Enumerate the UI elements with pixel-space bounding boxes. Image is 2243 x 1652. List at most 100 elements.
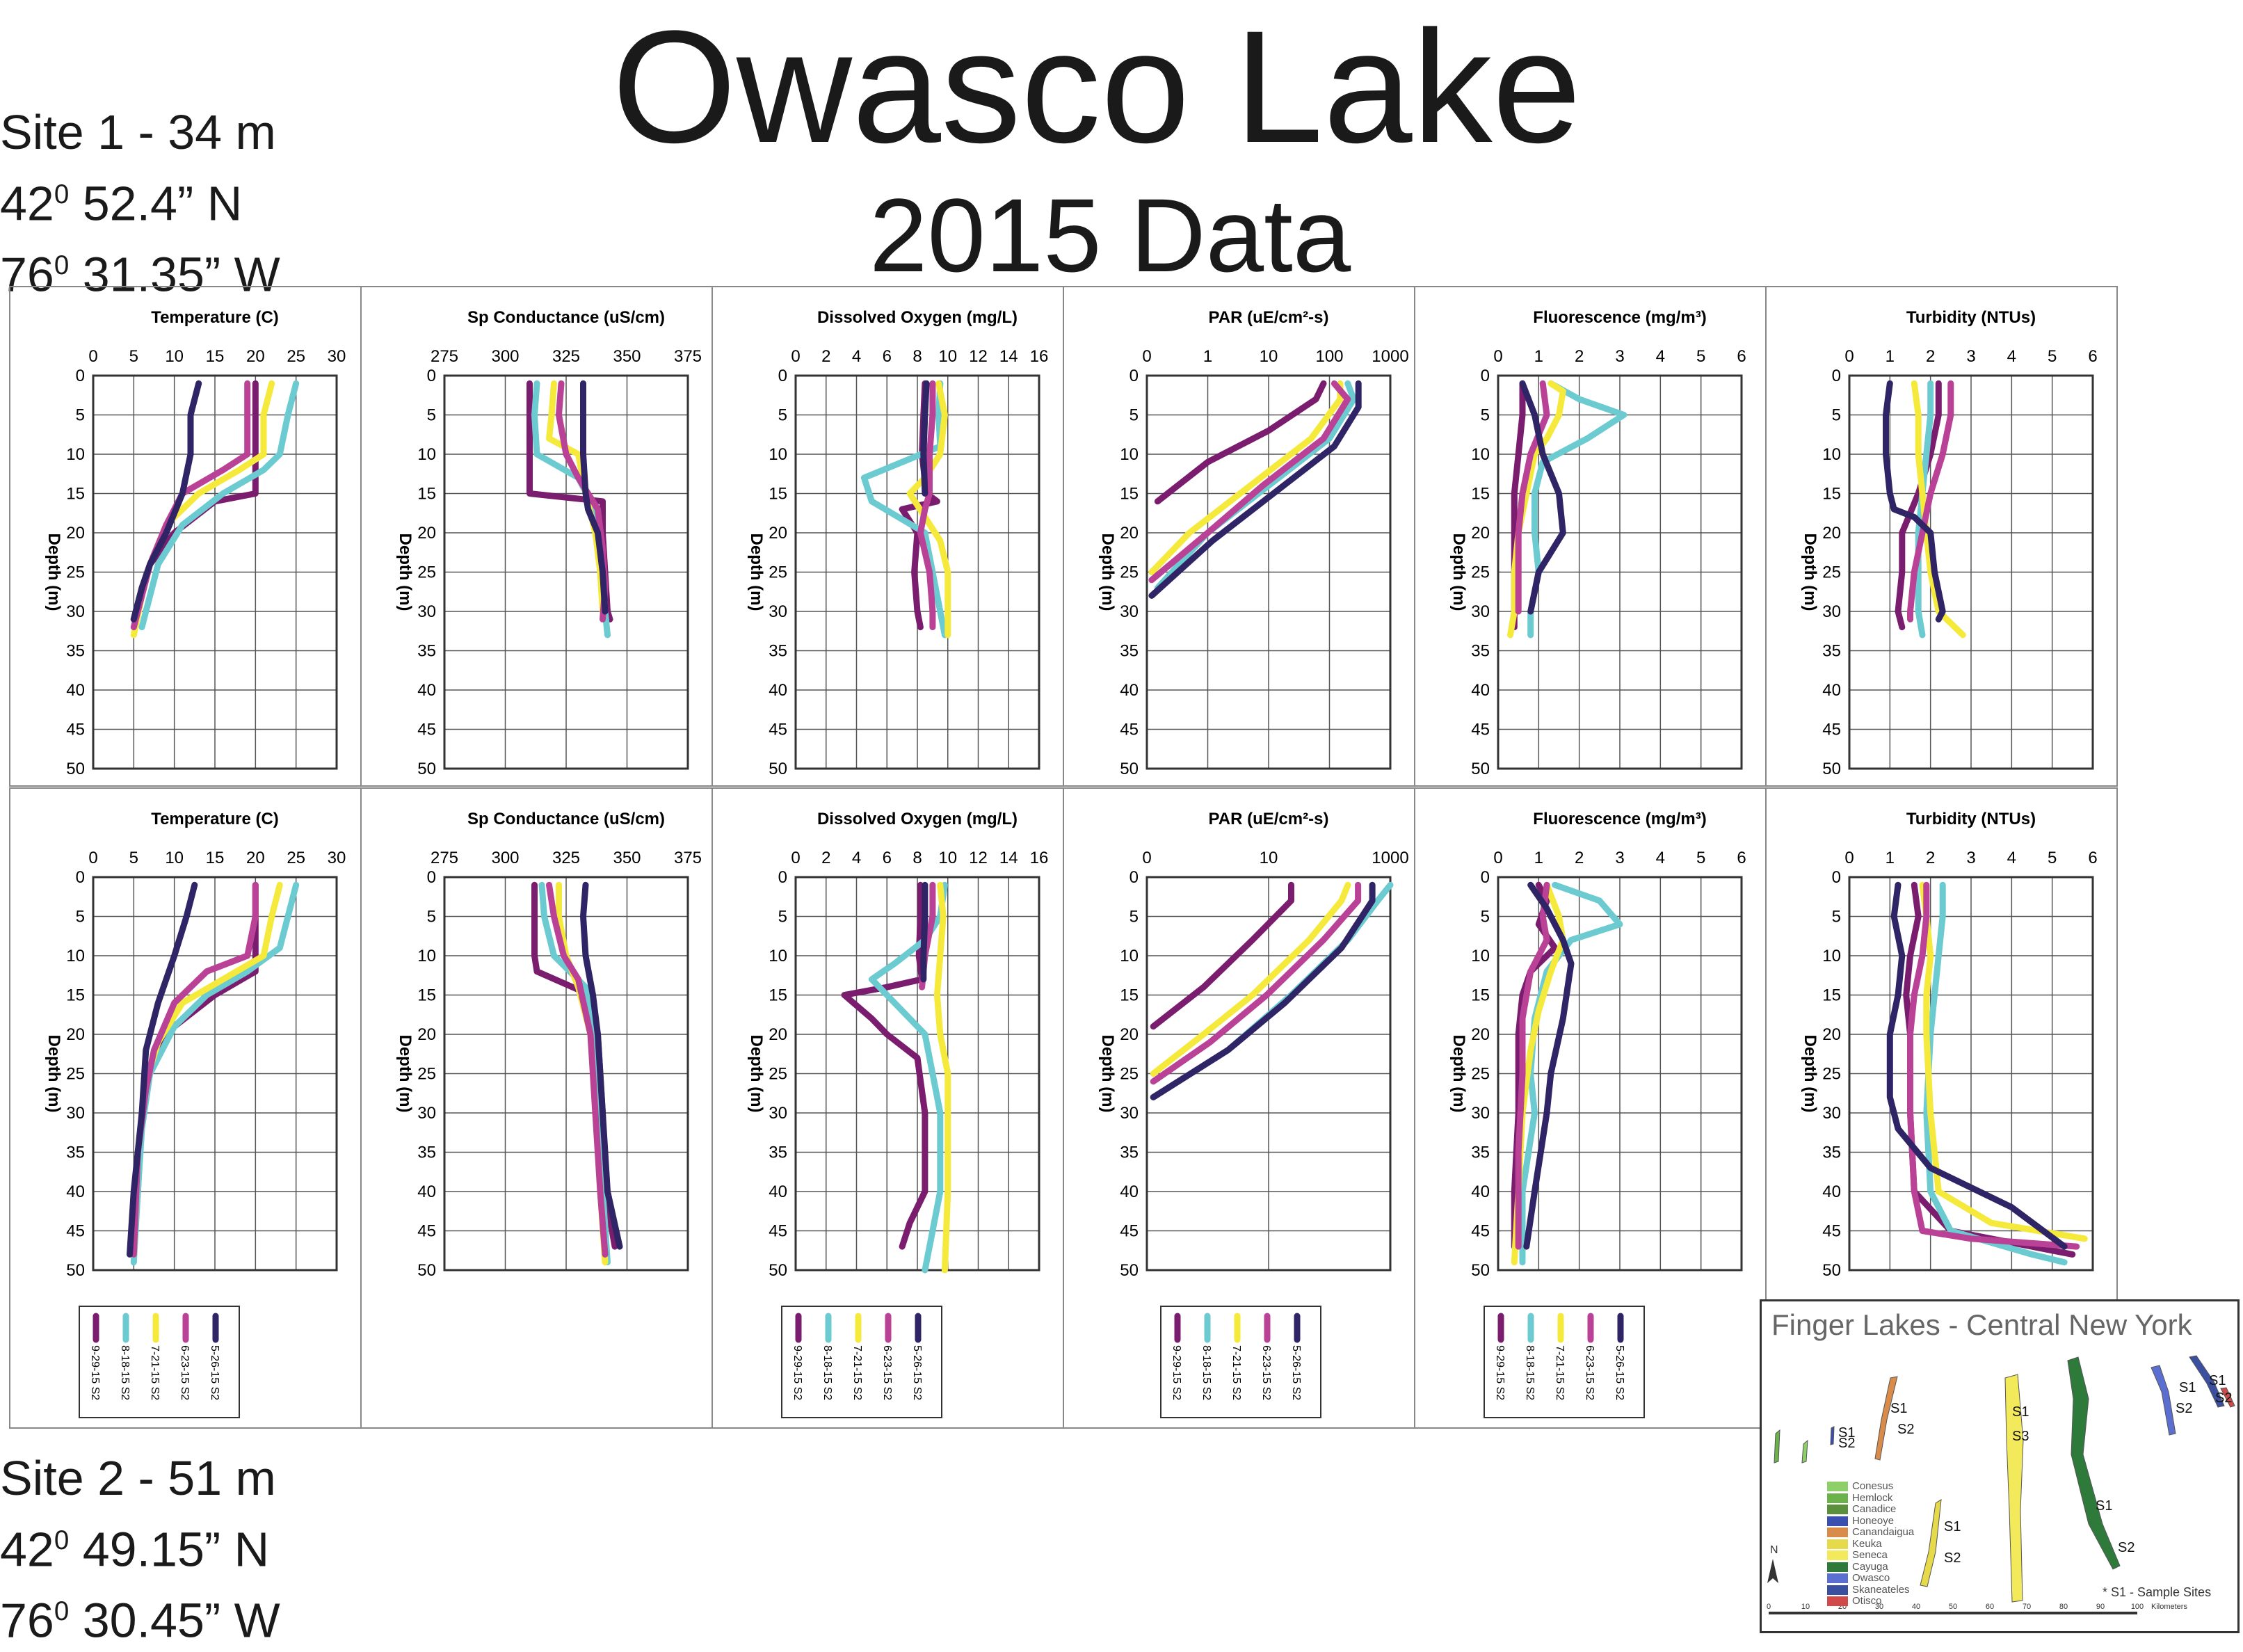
y-tick-label: 50 <box>1822 1261 1841 1280</box>
y-tick-label: 0 <box>778 367 787 385</box>
x-tick-label: 2 <box>821 347 830 366</box>
chart-panel-4: PAR (uE/cm²-s) 0 1 10 100 1000 0 5 10 15 20 25 30 35 4… <box>1063 286 1415 787</box>
x-tick-label: 30 <box>328 347 346 366</box>
scale-tick: 90 <box>2096 1603 2105 1611</box>
series-line-5 <box>1519 380 1566 615</box>
x-tick-label: 2 <box>1575 849 1584 867</box>
map-legend-label: Canadice <box>1852 1503 1897 1515</box>
north-arrow-icon <box>1767 1559 1778 1583</box>
y-tick-label: 0 <box>1481 367 1490 385</box>
y-tick-label: 25 <box>1822 563 1841 582</box>
map-legend-item: Skaneateles <box>1827 1583 1914 1596</box>
legend-label: 6-23-15 S2 <box>179 1345 191 1400</box>
x-tick-label: 4 <box>1656 849 1665 867</box>
y-tick-label: 50 <box>1471 1261 1490 1280</box>
map-legend-item: Keuka <box>1827 1537 1914 1550</box>
legend-label: 9-29-15 S2 <box>1171 1345 1182 1400</box>
x-tick-label: 375 <box>674 849 702 867</box>
map-legend-item: Seneca <box>1827 1549 1914 1562</box>
x-tick-label: 10 <box>165 849 184 867</box>
series-line-5 <box>1883 380 1946 623</box>
plot-frame <box>92 876 338 1272</box>
series-line-2 <box>868 881 948 1274</box>
plot-frame <box>794 374 1040 770</box>
scale-tick: 10 <box>1801 1603 1810 1611</box>
y-tick-label: 30 <box>417 1104 436 1123</box>
x-tick-label: 10 <box>1260 347 1278 366</box>
chart-title: PAR (uE/cm²-s) <box>1209 308 1329 327</box>
y-tick-label: 25 <box>417 563 436 582</box>
legend-label: 9-29-15 S2 <box>791 1345 803 1400</box>
x-tick-label: 275 <box>431 347 458 366</box>
chart-title: Temperature (C) <box>151 810 279 828</box>
site-2-latitude: 420 49.15” N <box>0 1522 270 1577</box>
site-1-longitude: 760 31.35” W <box>0 247 280 302</box>
x-tick-label: 5 <box>1696 849 1705 867</box>
map-legend-label: Keuka <box>1852 1537 1882 1550</box>
panel-border <box>1765 286 2118 787</box>
y-tick-label: 20 <box>1471 524 1490 543</box>
site-label: S2 <box>2215 1390 2232 1406</box>
site-label: S1 <box>1838 1425 1855 1441</box>
legend-label: 8-18-15 S2 <box>821 1345 833 1400</box>
plot-frame <box>1848 876 2094 1272</box>
y-tick-label: 50 <box>417 760 436 778</box>
series-line-2 <box>1915 380 1934 639</box>
chart-panel-9: Dissolved Oxygen (mg/L) 0 2 4 6 8 10 12 14 16 0 5 10… <box>712 787 1064 1429</box>
y-tick-label: 20 <box>769 1025 787 1044</box>
y-tick-label: 0 <box>1481 868 1490 887</box>
y-tick-label: 25 <box>1471 563 1490 582</box>
map-legend-swatch <box>1827 1573 1848 1584</box>
y-axis-label: Depth (m) <box>747 534 766 611</box>
plot-frame <box>1145 374 1392 770</box>
page-subtitle: 2015 Data <box>869 177 1351 294</box>
x-tick-label: 6 <box>1737 849 1746 867</box>
x-tick-label: 5 <box>2048 347 2057 366</box>
skaneateles-lake-shape <box>2189 1355 2225 1408</box>
y-tick-label: 10 <box>417 445 436 464</box>
y-tick-label: 45 <box>1120 721 1139 739</box>
y-tick-label: 20 <box>1822 524 1841 543</box>
x-tick-label: 10 <box>165 347 184 366</box>
finger-lakes-map: Finger Lakes - Central New York S1 S2 S1 S2… <box>1760 1299 2240 1633</box>
site-label: S1 <box>2179 1380 2196 1395</box>
legend-label: 5-26-15 S2 <box>1290 1345 1302 1400</box>
y-axis-label: Depth (m) <box>1801 1035 1819 1113</box>
series-line-5 <box>1886 881 2068 1250</box>
x-tick-label: 5 <box>2048 849 2057 867</box>
y-tick-label: 40 <box>769 681 787 700</box>
y-tick-label: 20 <box>66 524 85 543</box>
y-tick-label: 30 <box>1822 1104 1841 1123</box>
y-tick-label: 35 <box>769 1144 787 1162</box>
x-tick-label: 10 <box>938 849 957 867</box>
map-legend-swatch <box>1827 1539 1848 1549</box>
site-1-label: Site 1 - 34 m <box>0 105 276 159</box>
map-legend-swatch <box>1827 1493 1848 1503</box>
y-tick-label: 45 <box>66 1222 85 1241</box>
x-tick-label: 6 <box>2088 347 2097 366</box>
scale-tick: 70 <box>2023 1603 2031 1611</box>
y-tick-label: 30 <box>1120 602 1139 621</box>
site-label: S2 <box>2176 1401 2192 1416</box>
y-tick-label: 40 <box>1822 681 1841 700</box>
map-legend-item: Honeoye <box>1827 1515 1914 1527</box>
legend-label: 8-18-15 S2 <box>1200 1345 1212 1400</box>
x-tick-label: 1000 <box>1372 849 1408 867</box>
plot-frame <box>1497 876 1743 1272</box>
map-legend-label: Skaneateles <box>1852 1583 1910 1596</box>
map-legend-swatch <box>1827 1596 1848 1607</box>
site-label: S1 <box>1944 1519 1961 1534</box>
x-tick-label: 0 <box>1142 347 1151 366</box>
map-legend-item: Conesus <box>1827 1480 1914 1493</box>
owasco-lake-shape <box>2150 1365 2176 1436</box>
series-line-4 <box>1515 881 1550 1250</box>
y-tick-label: 10 <box>66 947 85 965</box>
legend-label: 8-18-15 S2 <box>119 1345 131 1400</box>
series-line-5 <box>130 380 202 623</box>
y-axis-label: Depth (m) <box>747 1035 766 1113</box>
legend-label: 7-21-15 S2 <box>149 1345 161 1400</box>
legend: 9-29-15 S2 8-18-15 S2 7-21-15 S2 6-23-15 S2… <box>79 1306 240 1418</box>
y-tick-label: 40 <box>1120 1182 1139 1201</box>
y-tick-label: 10 <box>1471 947 1490 965</box>
y-tick-label: 0 <box>1129 868 1139 887</box>
